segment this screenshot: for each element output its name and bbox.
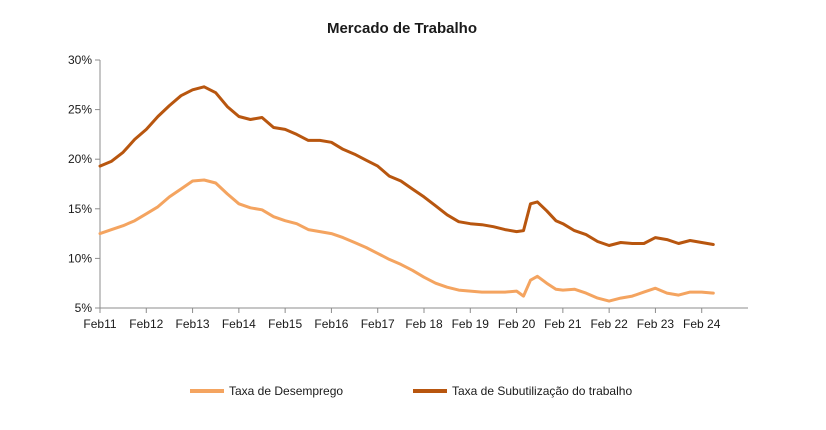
chart-axes: 5% 10% 15% 20% 25% 30% Feb11 Feb12 Feb13 Feb14 Feb… <box>68 53 748 331</box>
x-tick-label: Feb12 <box>129 317 163 331</box>
chart-series <box>98 85 715 303</box>
x-tick-label: Feb16 <box>314 317 348 331</box>
x-tick-label: Feb17 <box>361 317 395 331</box>
chart-title: Mercado de Trabalho <box>327 20 477 37</box>
x-tick-label: Feb 20 <box>498 317 536 331</box>
x-tick-label: Feb 22 <box>590 317 628 331</box>
x-tick-label: Feb 18 <box>405 317 443 331</box>
x-tick-label: Feb14 <box>222 317 256 331</box>
x-tick-label: Feb13 <box>176 317 210 331</box>
x-tick-label: Feb 23 <box>637 317 675 331</box>
chart-legend: Taxa de Desemprego Taxa de Subutilização… <box>190 384 632 398</box>
y-tick-label: 30% <box>68 53 92 67</box>
y-tick-label: 10% <box>68 251 92 265</box>
x-tick-label: Feb 19 <box>452 317 490 331</box>
y-tick-label: 25% <box>68 103 92 117</box>
x-tick-label: Feb11 <box>83 317 116 331</box>
legend-label-desemprego: Taxa de Desemprego <box>229 384 343 398</box>
y-tick-label: 15% <box>68 202 92 216</box>
legend-label-subutilizacao: Taxa de Subutilização do trabalho <box>452 384 632 398</box>
x-tick-label: Feb15 <box>268 317 302 331</box>
y-tick-label: 5% <box>75 301 93 315</box>
series-line-subutilizacao <box>98 85 715 247</box>
series-line-desemprego <box>98 178 715 303</box>
x-tick-label: Feb 21 <box>544 317 582 331</box>
y-tick-label: 20% <box>68 152 92 166</box>
x-tick-label: Feb 24 <box>683 317 721 331</box>
